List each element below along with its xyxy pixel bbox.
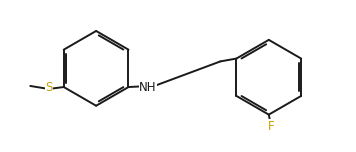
Text: S: S [45, 81, 52, 94]
Text: NH: NH [139, 81, 157, 94]
Text: F: F [268, 119, 275, 133]
